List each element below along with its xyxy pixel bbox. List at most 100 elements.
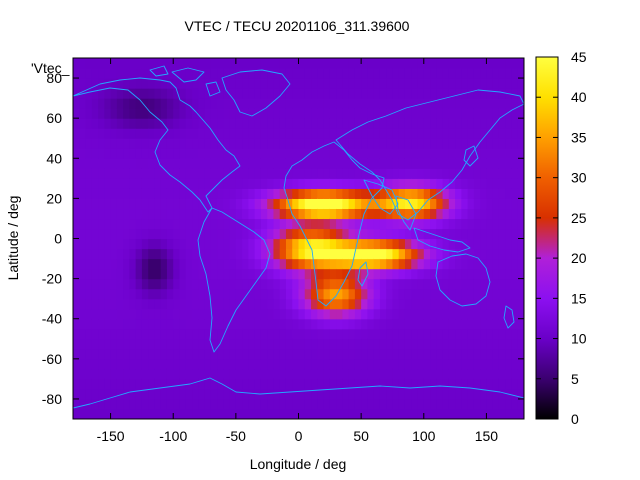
heatmap-cell <box>279 88 287 99</box>
heatmap-cell <box>461 288 469 300</box>
heatmap-cell <box>492 358 500 370</box>
heatmap-cell <box>292 118 300 129</box>
heatmap-cell <box>292 138 300 149</box>
heatmap-cell <box>223 118 231 129</box>
heatmap-cell <box>354 268 362 280</box>
heatmap-cell <box>411 158 419 169</box>
heatmap-cell <box>267 168 275 179</box>
heatmap-cell <box>348 298 356 310</box>
heatmap-cell <box>323 378 331 390</box>
heatmap-cell <box>223 208 231 220</box>
heatmap-cell <box>154 338 162 350</box>
heatmap-cell <box>135 248 143 260</box>
heatmap-cell <box>279 98 287 109</box>
heatmap-cell <box>204 128 212 139</box>
chart-title: VTEC / TECU 20201106_311.39600 <box>185 18 410 34</box>
heatmap-cell <box>417 58 425 69</box>
heatmap-cell <box>229 168 237 179</box>
heatmap-cell <box>173 208 181 220</box>
heatmap-cell <box>448 108 456 119</box>
heatmap-cell <box>348 408 356 419</box>
heatmap-cell <box>367 238 375 250</box>
heatmap-cell <box>486 338 494 350</box>
heatmap-cell <box>204 198 212 210</box>
heatmap-cell <box>179 278 187 290</box>
heatmap-cell <box>492 228 500 240</box>
heatmap-cell <box>260 388 268 400</box>
heatmap-cell <box>354 208 362 220</box>
heatmap-cell <box>455 98 462 109</box>
heatmap-cell <box>91 68 99 79</box>
heatmap-cell <box>135 238 143 250</box>
heatmap-cell <box>348 308 356 320</box>
heatmap-cell <box>198 68 206 79</box>
heatmap-cell <box>85 58 93 69</box>
heatmap-cell <box>323 258 331 270</box>
heatmap-cell <box>492 58 500 69</box>
heatmap-cell <box>298 408 306 419</box>
heatmap-cell <box>480 138 488 149</box>
heatmap-cell <box>110 338 118 350</box>
heatmap-cell <box>210 138 218 149</box>
heatmap-cell <box>430 118 437 129</box>
heatmap-cell <box>304 248 312 260</box>
heatmap-cell <box>210 278 218 290</box>
heatmap-cell <box>279 268 287 280</box>
heatmap-cell <box>492 188 500 199</box>
heatmap-cell <box>235 358 243 370</box>
heatmap-cell <box>398 168 406 179</box>
heatmap-cell <box>148 58 156 69</box>
heatmap-cell <box>123 178 130 189</box>
heatmap-cell <box>392 118 400 129</box>
heatmap-cell <box>173 138 181 149</box>
heatmap-cell <box>204 158 212 169</box>
heatmap-cells <box>73 58 524 419</box>
heatmap-cell <box>166 338 174 350</box>
heatmap-cell <box>517 178 524 189</box>
heatmap-cell <box>210 118 218 129</box>
heatmap-cell <box>498 348 506 360</box>
heatmap-cell <box>217 268 224 280</box>
heatmap-cell <box>392 218 400 230</box>
heatmap-cell <box>304 238 312 250</box>
heatmap-cell <box>455 258 462 270</box>
heatmap-cell <box>448 88 456 99</box>
heatmap-cell <box>486 78 494 89</box>
heatmap-cell <box>423 298 431 310</box>
heatmap-cell <box>311 138 318 149</box>
heatmap-cell <box>430 278 437 290</box>
heatmap-cell <box>373 148 381 159</box>
heatmap-cell <box>430 128 437 139</box>
heatmap-cell <box>317 178 325 189</box>
heatmap-cell <box>348 198 356 210</box>
heatmap-cell <box>210 408 218 419</box>
heatmap-cell <box>480 248 488 260</box>
heatmap-cell <box>367 318 375 330</box>
heatmap-cell <box>373 378 381 390</box>
heatmap-cell <box>279 408 287 419</box>
heatmap-cell <box>329 288 337 300</box>
heatmap-cell <box>436 108 444 119</box>
heatmap-cell <box>285 328 293 340</box>
heatmap-cell <box>242 328 249 340</box>
heatmap-cell <box>404 348 412 360</box>
heatmap-cell <box>379 268 387 280</box>
heatmap-cell <box>223 78 231 89</box>
heatmap-cell <box>223 288 231 300</box>
heatmap-cell <box>373 68 381 79</box>
heatmap-cell <box>480 228 488 240</box>
heatmap-cell <box>442 108 450 119</box>
heatmap-cell <box>279 208 287 220</box>
heatmap-cell <box>379 278 387 290</box>
heatmap-cell <box>304 88 312 99</box>
heatmap-cell <box>98 158 105 169</box>
heatmap-cell <box>398 348 406 360</box>
heatmap-cell <box>298 358 306 370</box>
heatmap-cell <box>417 318 425 330</box>
heatmap-cell <box>480 348 488 360</box>
heatmap-cell <box>166 368 174 380</box>
heatmap-cell <box>342 348 350 360</box>
heatmap-cell <box>492 278 500 290</box>
heatmap-cell <box>141 138 149 149</box>
heatmap-cell <box>217 318 224 330</box>
